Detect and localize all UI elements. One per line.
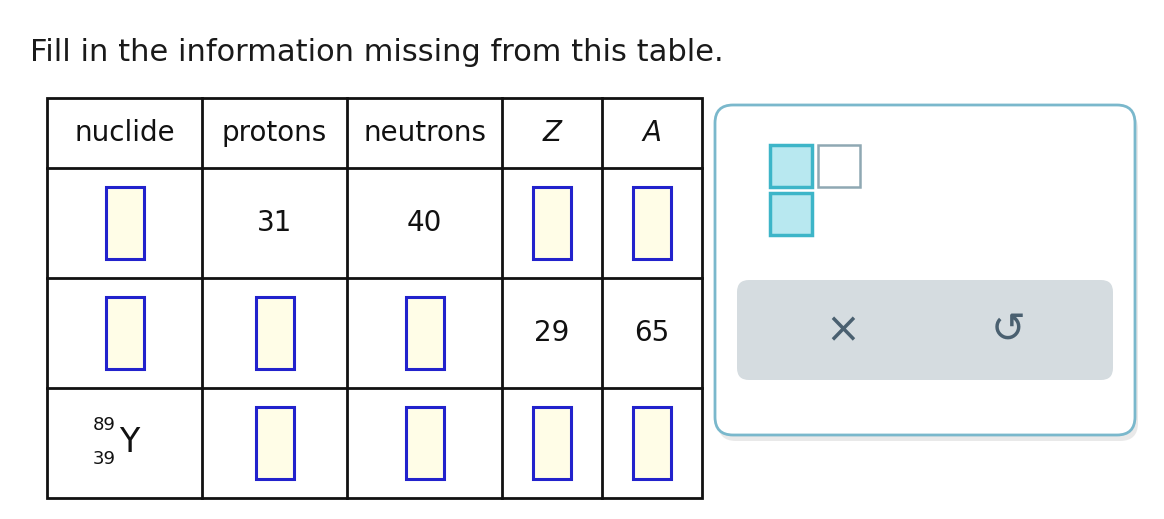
- FancyBboxPatch shape: [737, 280, 1113, 380]
- Bar: [533, 407, 572, 479]
- Text: nuclide: nuclide: [74, 119, 175, 147]
- Text: 40: 40: [406, 209, 442, 237]
- Text: 65: 65: [634, 319, 669, 347]
- Bar: [771, 193, 812, 235]
- Bar: [256, 297, 293, 369]
- Text: 89: 89: [93, 416, 115, 434]
- Bar: [533, 187, 572, 259]
- Text: 31: 31: [257, 209, 292, 237]
- Bar: [405, 407, 443, 479]
- Bar: [47, 98, 702, 498]
- Text: 39: 39: [92, 450, 115, 468]
- Text: Y: Y: [120, 427, 140, 459]
- Text: 29: 29: [534, 319, 569, 347]
- FancyBboxPatch shape: [718, 111, 1138, 441]
- Bar: [818, 145, 860, 187]
- Bar: [633, 407, 670, 479]
- Text: neutrons: neutrons: [363, 119, 487, 147]
- Text: ×: ×: [825, 309, 860, 351]
- Bar: [771, 145, 812, 187]
- Bar: [106, 187, 143, 259]
- Text: protons: protons: [222, 119, 327, 147]
- Bar: [106, 297, 143, 369]
- Bar: [633, 187, 670, 259]
- Text: ↺: ↺: [991, 309, 1025, 351]
- Text: A: A: [643, 119, 661, 147]
- FancyBboxPatch shape: [715, 105, 1135, 435]
- Text: Z: Z: [542, 119, 561, 147]
- Bar: [256, 407, 293, 479]
- Text: Fill in the information missing from this table.: Fill in the information missing from thi…: [30, 38, 724, 67]
- Bar: [405, 297, 443, 369]
